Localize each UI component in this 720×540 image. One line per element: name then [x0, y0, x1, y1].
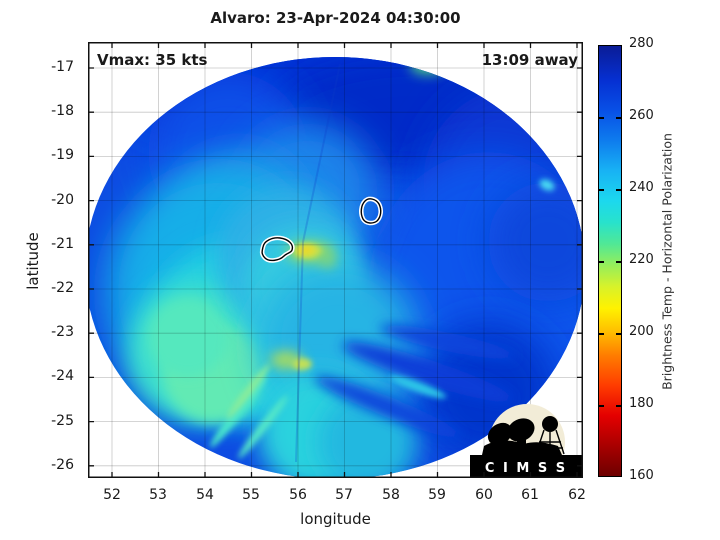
vmax-annotation: Vmax: 35 kts: [97, 51, 208, 69]
x-tick-label: 52: [103, 487, 121, 503]
y-tick-label: -21: [51, 236, 74, 252]
plot-area: C I M S S: [85, 42, 585, 480]
colorbar-tick-label: 260: [629, 108, 654, 123]
x-tick-label: 61: [521, 487, 539, 503]
colorbar-tick-label: 160: [629, 468, 654, 483]
x-tick-label: 53: [149, 487, 167, 503]
colorbar-tick-label: 200: [629, 324, 654, 339]
x-tick-label: 58: [382, 487, 400, 503]
colorbar-tick: [599, 117, 604, 119]
colorbar-tick: [599, 189, 604, 191]
x-tick-label: 54: [196, 487, 214, 503]
logo-text: C I M S S: [485, 461, 567, 476]
colorbar-axis-label: Brightness Temp - Horizontal Polarizatio…: [659, 133, 675, 390]
feature-contour-west: [259, 235, 295, 263]
y-tick-label: -23: [51, 324, 74, 340]
y-tick-label: -17: [51, 59, 74, 75]
gridlines-vertical: [111, 42, 578, 478]
y-tick-label: -19: [51, 147, 74, 163]
heatmap-plot: C I M S S: [85, 42, 585, 480]
y-axis-ticks: [88, 67, 583, 467]
colorbar-tick: [616, 405, 621, 407]
logo-banner: [470, 455, 583, 478]
colorbar: [598, 45, 622, 477]
gridlines-horizontal: [88, 67, 583, 467]
colorbar-tick: [616, 117, 621, 119]
scan-seam: [295, 63, 341, 463]
y-tick-label: -24: [51, 368, 74, 384]
y-axis-label: latitude: [24, 232, 42, 290]
axes-box: [88, 42, 583, 478]
colorbar-tick: [616, 189, 621, 191]
x-axis-label: longitude: [300, 510, 371, 528]
x-tick-label: 57: [335, 487, 353, 503]
eta-annotation: 13:09 away: [481, 51, 578, 69]
cimss-logo: C I M S S: [470, 404, 583, 480]
feature-contour-east: [359, 196, 383, 226]
colorbar-tick: [616, 333, 621, 335]
colorbar-tick: [599, 405, 604, 407]
colorbar-tick: [616, 261, 621, 263]
colorbar-tick: [599, 261, 604, 263]
y-tick-label: -22: [51, 280, 74, 296]
plot-title: Alvaro: 23-Apr-2024 04:30:00: [210, 9, 461, 27]
y-tick-label: -20: [51, 192, 74, 208]
colorbar-tick-label: 240: [629, 180, 654, 195]
colorbar-tick-label: 180: [629, 396, 654, 411]
x-tick-label: 56: [289, 487, 307, 503]
x-tick-label: 59: [428, 487, 446, 503]
x-tick-label: 62: [568, 487, 586, 503]
x-axis-ticks: [111, 42, 578, 478]
colorbar-tick: [599, 333, 604, 335]
y-tick-label: -18: [51, 103, 74, 119]
satellite-dishes-icon: [482, 418, 562, 455]
y-tick-label: -25: [51, 413, 74, 429]
colorbar-tick-label: 280: [629, 36, 654, 51]
x-tick-label: 60: [475, 487, 493, 503]
water-tower-icon: [535, 416, 565, 455]
x-tick-label: 55: [242, 487, 260, 503]
y-tick-label: -26: [51, 457, 74, 473]
colorbar-tick-label: 220: [629, 252, 654, 267]
